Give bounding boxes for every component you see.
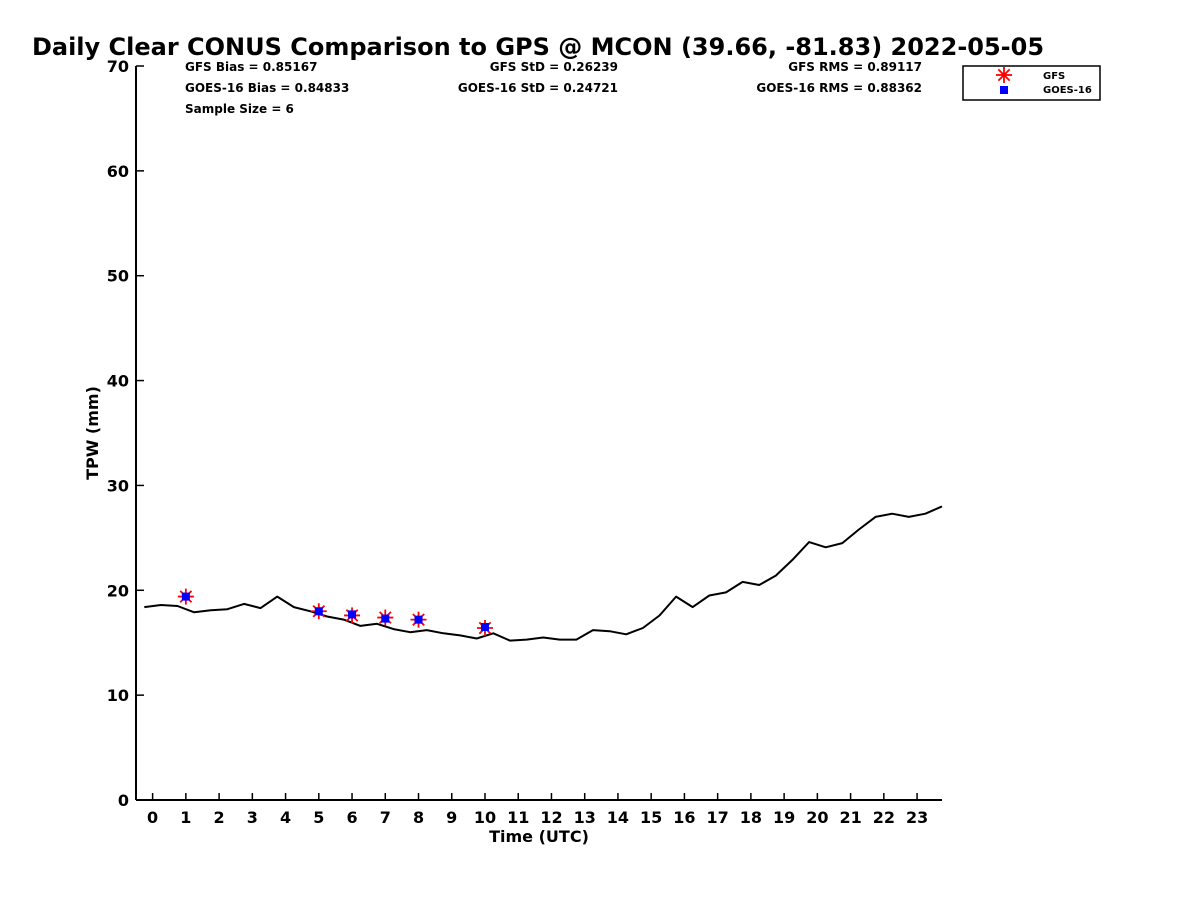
x-tick-label: 4 bbox=[280, 808, 291, 827]
gfs-bias-stat: GFS Bias = 0.85167 bbox=[185, 60, 317, 74]
legend-goes-label: GOES-16 bbox=[1043, 85, 1092, 96]
legend-gfs-label: GFS bbox=[1043, 71, 1065, 82]
y-tick-label: 10 bbox=[107, 686, 129, 705]
legend-box bbox=[962, 65, 1101, 101]
goes-16-point bbox=[348, 610, 357, 619]
x-tick-label: 15 bbox=[640, 808, 662, 827]
legend-gfs-asterisk bbox=[996, 67, 1012, 83]
x-tick-label: 16 bbox=[673, 808, 695, 827]
x-tick-label: 1 bbox=[180, 808, 191, 827]
y-axis-label: TPW (mm) bbox=[83, 386, 102, 480]
x-tick-label: 5 bbox=[313, 808, 324, 827]
y-tick-label: 30 bbox=[107, 476, 129, 495]
x-tick-label: 11 bbox=[507, 808, 529, 827]
goes-16-point bbox=[181, 592, 190, 601]
y-axis: 0 10 20 30 40 50 60 70 bbox=[107, 57, 144, 810]
x-tick-label: 2 bbox=[214, 808, 225, 827]
x-tick-label: 23 bbox=[906, 808, 928, 827]
x-tick-label: 3 bbox=[247, 808, 258, 827]
x-tick-label: 7 bbox=[380, 808, 391, 827]
x-tick-label: 10 bbox=[474, 808, 496, 827]
x-tick-label: 6 bbox=[346, 808, 357, 827]
goes-bias-stat: GOES-16 Bias = 0.84833 bbox=[185, 81, 349, 95]
legend: GFS GOES-16 bbox=[962, 65, 1101, 101]
x-tick-label: 20 bbox=[806, 808, 828, 827]
goes-16-point bbox=[314, 607, 323, 616]
goes-16-point bbox=[480, 622, 489, 631]
x-tick-label: 18 bbox=[740, 808, 762, 827]
y-tick-label: 40 bbox=[107, 372, 129, 391]
x-tick-label: 13 bbox=[574, 808, 596, 827]
x-tick-label: 21 bbox=[839, 808, 861, 827]
x-tick-label: 22 bbox=[873, 808, 895, 827]
y-tick-label: 0 bbox=[118, 791, 129, 810]
plot-series bbox=[144, 505, 943, 642]
x-tick-label: 12 bbox=[540, 808, 562, 827]
gfs-std-stat: GFS StD = 0.26239 bbox=[490, 60, 618, 74]
goes-rms-stat: GOES-16 RMS = 0.88362 bbox=[756, 81, 922, 95]
goes-16-point bbox=[414, 615, 423, 624]
x-tick-label: 9 bbox=[446, 808, 457, 827]
sample-size-stat: Sample Size = 6 bbox=[185, 102, 294, 116]
x-tick-label: 0 bbox=[147, 808, 158, 827]
x-tick-label: 14 bbox=[607, 808, 629, 827]
gfs-rms-stat: GFS RMS = 0.89117 bbox=[788, 60, 922, 74]
x-tick-label: 17 bbox=[707, 808, 729, 827]
x-tick-label: 8 bbox=[413, 808, 424, 827]
asterisk-stroke bbox=[997, 68, 1011, 82]
x-axis: 0 1 2 3 4 5 6 7 8 9 10 11 12 13 14 15 16 17 18 19 20 21 22 23 bbox=[136, 793, 942, 827]
y-tick-label: 60 bbox=[107, 162, 129, 181]
y-tick-label: 50 bbox=[107, 267, 129, 286]
y-tick-label: 20 bbox=[107, 581, 129, 600]
legend-gfs-asterisk-icon bbox=[996, 67, 1012, 83]
chart-title: Daily Clear CONUS Comparison to GPS @ MC… bbox=[32, 33, 1044, 61]
legend-goes-square-icon bbox=[1000, 86, 1008, 94]
goes-std-stat: GOES-16 StD = 0.24721 bbox=[458, 81, 618, 95]
goes-16-point bbox=[381, 614, 390, 623]
x-tick-label: 19 bbox=[773, 808, 795, 827]
x-axis-label: Time (UTC) bbox=[489, 827, 589, 846]
y-tick-label: 70 bbox=[107, 57, 129, 76]
gps-series-line bbox=[144, 505, 943, 642]
